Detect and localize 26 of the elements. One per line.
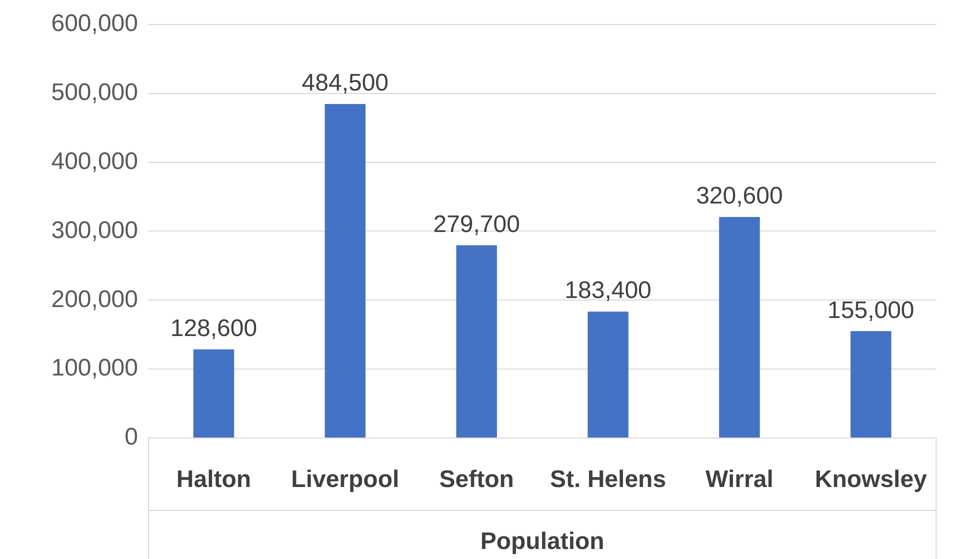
bar: [719, 217, 760, 438]
data-label: 183,400: [564, 277, 652, 304]
x-tick-label: Sefton: [439, 466, 514, 494]
x-tick-label: Halton: [176, 466, 252, 494]
bar: [850, 331, 892, 438]
x-tick-label: Wirral: [706, 466, 774, 494]
bar: [324, 104, 366, 438]
bar: [456, 245, 497, 438]
y-tick-label: 0: [124, 424, 138, 451]
data-label: 320,600: [696, 182, 783, 210]
y-tick-label: 600,000: [51, 10, 138, 38]
y-tick-label: 300,000: [51, 216, 138, 244]
x-tick-label: Liverpool: [291, 466, 400, 494]
bar: [193, 349, 234, 438]
y-tick-label: 200,000: [51, 286, 138, 313]
x-tick-label: St. Helens: [550, 466, 666, 494]
x-tick-label: Knowsley: [814, 466, 928, 494]
data-label: 155,000: [828, 296, 914, 324]
y-tick-label: 500,000: [51, 78, 138, 106]
data-label: 279,700: [433, 210, 520, 238]
x-axis-title: Population: [480, 528, 604, 556]
y-tick-label: 100,000: [51, 354, 138, 382]
y-tick-label: 400,000: [51, 148, 138, 175]
bar: [588, 312, 628, 438]
data-label: 128,600: [170, 314, 258, 342]
data-label: 484,500: [302, 70, 389, 97]
